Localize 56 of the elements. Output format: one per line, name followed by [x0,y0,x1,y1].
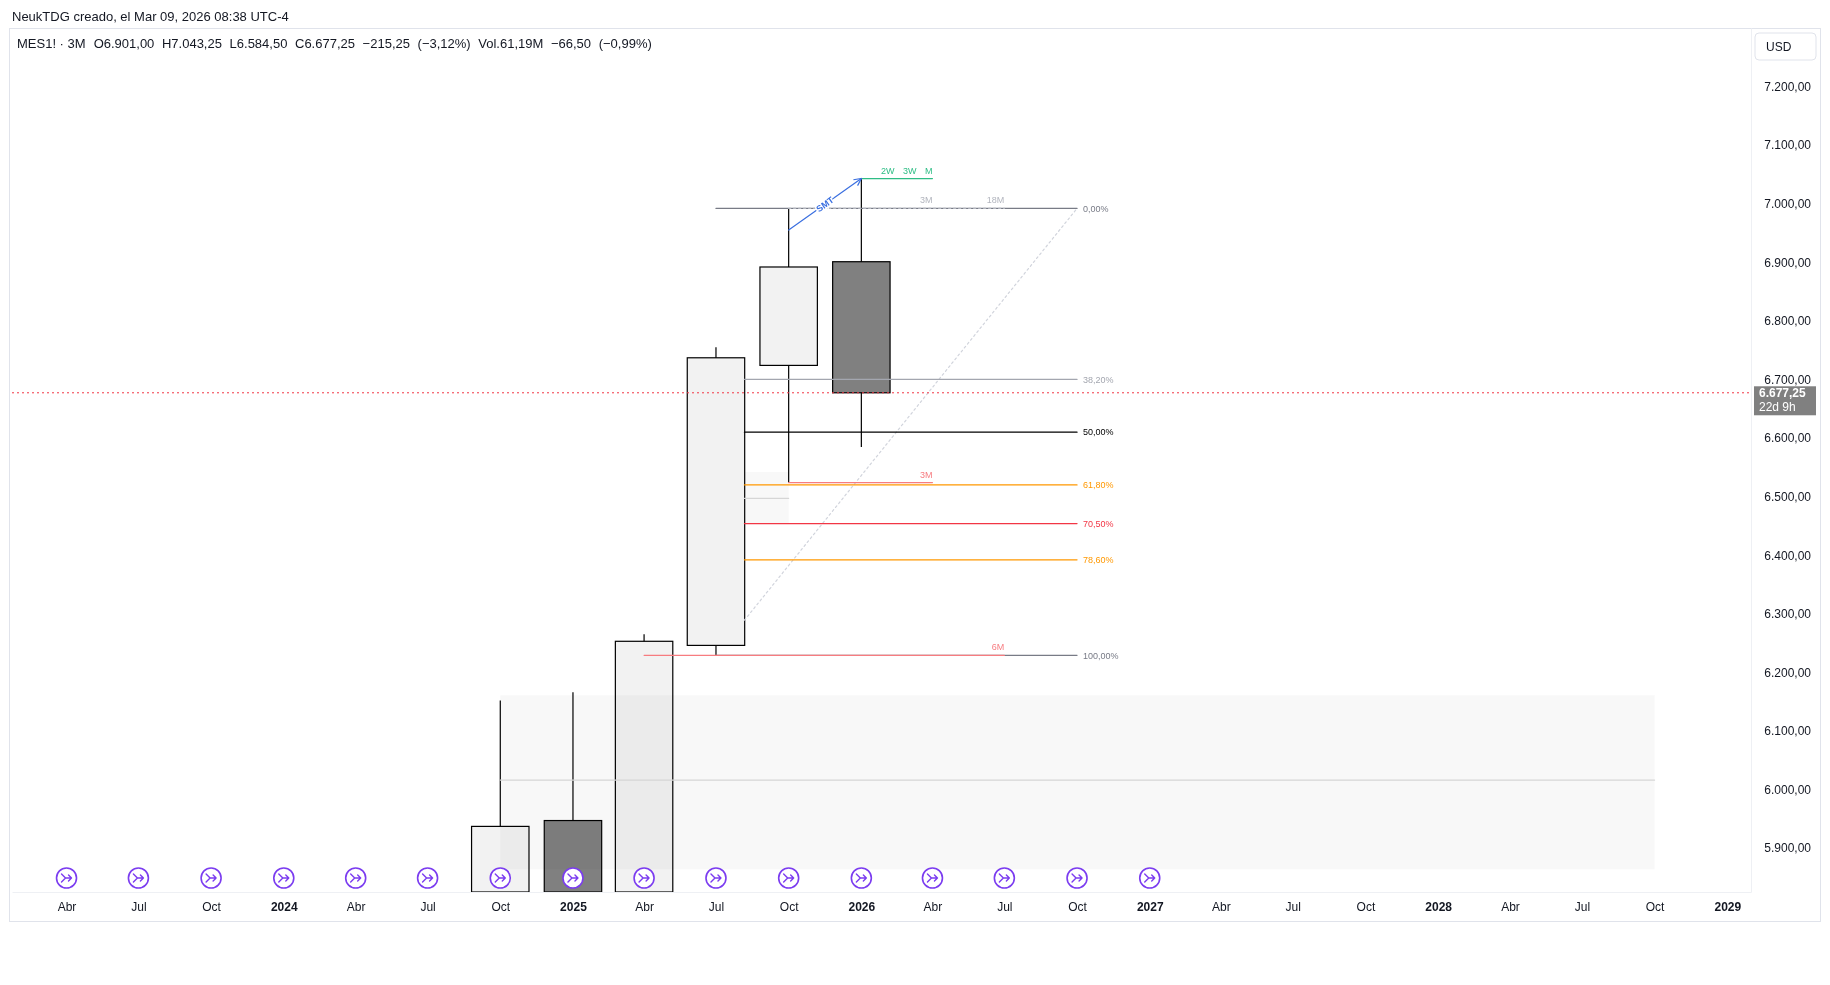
x-tick-label: Oct [202,899,222,914]
x-tick-label: 2028 [1425,899,1453,914]
series-label: 78,60% [1083,555,1114,566]
x-tick-label: Abr [1501,899,1520,914]
x-tick-label: Jul [131,899,147,914]
y-tick-label: 6.000,00 [1764,782,1812,797]
x-tick-label: Jul [420,899,436,914]
text: NeukTDG creado, el Mar 09, 2026 08:38 UTC-4 [12,9,289,24]
series-label: 50,00% [1083,427,1114,438]
x-tick-label: Abr [923,899,943,914]
x-tick-label: Oct [491,899,511,914]
y-tick-label: 6.100,00 [1764,724,1812,739]
x-tick-label: Oct [1645,899,1666,914]
x-tick-label: 2026 [848,899,876,914]
x-tick-label: Oct [1356,899,1376,914]
y-tick-label: 7.100,00 [1764,138,1812,153]
x-tick-label: Abr [57,899,77,914]
y-tick-label: 7.200,00 [1764,79,1812,94]
text: MES1! · 3M [17,36,86,51]
annotation: 18M [986,195,1005,206]
x-tick-label: Jul [1574,899,1591,914]
text: 22d 9h [1759,400,1796,415]
annotation: 6M [991,642,1005,653]
series-label: 100,00% [1083,650,1119,661]
y-tick-label: 6.500,00 [1764,489,1812,504]
annotation: 3M [919,195,933,206]
y-tick-label: 5.900,00 [1764,841,1812,856]
annotation: 2W 3W M [880,165,933,176]
x-tick-label: Abr [635,899,654,914]
x-tick-label: Jul [708,899,725,914]
text: O6.901,00 H7.043,25 L6.584,50 C6.677,25 −215,25 (−3,12%) Vol.61,19M −66,50 (−0,99%) [93,36,652,51]
y-tick-label: 6.700,00 [1764,372,1812,387]
ref-line-label: 6.677,25 [1759,386,1807,401]
y-axis-title: USD [1766,40,1792,54]
y-tick-label: 6.800,00 [1764,314,1812,329]
y-tick-label: 6.200,00 [1764,665,1812,680]
x-tick-label: Abr [346,899,366,914]
x-tick-label: Oct [1068,899,1088,914]
annotation: 3M [919,469,933,480]
x-tick-label: 2027 [1136,899,1164,914]
series-label: 38,20% [1083,374,1114,385]
x-tick-label: 2029 [1714,899,1742,914]
x-tick-label: Oct [779,899,800,914]
series-label: 61,80% [1083,480,1114,491]
x-tick-label: 2024 [270,899,298,914]
x-tick-label: Jul [1285,899,1301,914]
x-tick-label: Abr [1212,899,1231,914]
series-label: 70,50% [1083,518,1114,529]
x-tick-label: Jul [997,899,1013,914]
x-tick-label: 2025 [560,899,588,914]
y-tick-label: 6.600,00 [1764,431,1812,446]
y-tick-label: 6.300,00 [1764,607,1812,622]
y-tick-label: 6.900,00 [1764,255,1812,270]
y-tick-label: 6.400,00 [1764,548,1812,563]
series-label: 0,00% [1083,203,1109,214]
y-tick-label: 7.000,00 [1764,197,1812,212]
